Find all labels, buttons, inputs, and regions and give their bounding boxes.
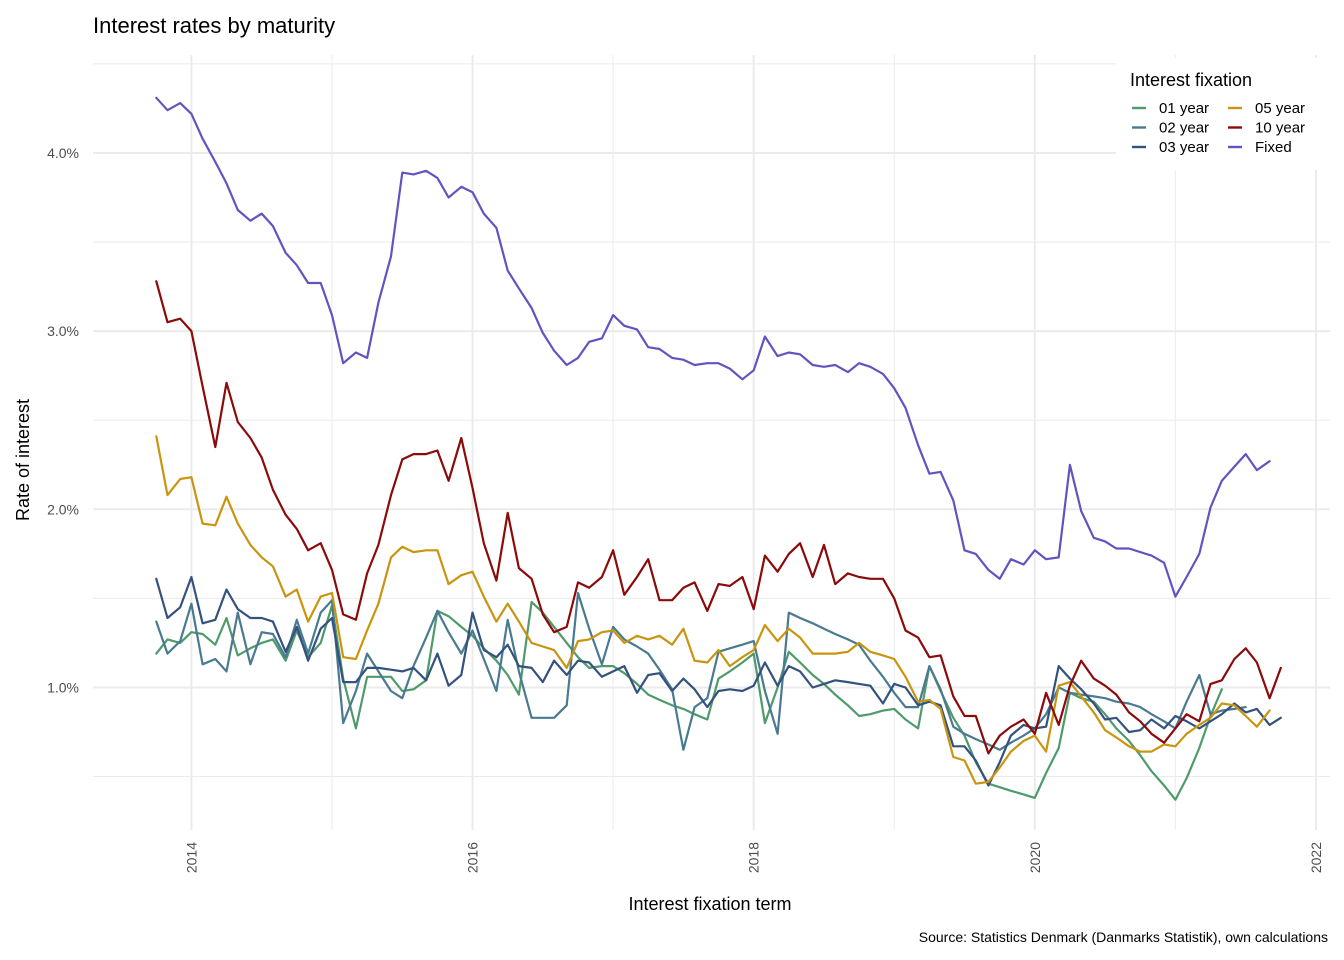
y-axis-title: Rate of interest: [13, 399, 33, 521]
legend-label: 03 year: [1159, 139, 1209, 156]
x-axis-title: Interest fixation term: [628, 894, 791, 914]
series-line-10-year: [155, 280, 1282, 755]
legend-label: 02 year: [1159, 120, 1209, 137]
gridlines: [93, 55, 1330, 830]
legend: Interest fixation 01 year 02 year 03 year 0…: [1130, 70, 1305, 156]
legend-background: [1116, 58, 1344, 170]
legend-label: 10 year: [1255, 120, 1305, 137]
series-line-fixed: [155, 96, 1271, 598]
x-tick-label: 2016: [465, 842, 481, 873]
y-tick-label: 1.0%: [47, 679, 79, 695]
legend-title: Interest fixation: [1130, 70, 1252, 90]
x-tick-label: 2018: [746, 842, 762, 873]
chart-title: Interest rates by maturity: [93, 13, 335, 38]
x-tick-label: 2014: [183, 842, 199, 873]
x-tick-label: 2020: [1027, 842, 1043, 873]
legend-label: 01 year: [1159, 100, 1209, 117]
axis-ticks: 2014 2016 2018 2020 2022 1.0% 2.0% 3.0% 4.0%: [47, 145, 1324, 873]
series-line-03-year: [155, 575, 1282, 787]
caption: Source: Statistics Denmark (Danmarks Sta…: [919, 929, 1328, 945]
y-tick-label: 2.0%: [47, 501, 79, 517]
series-lines: [155, 96, 1282, 801]
legend-label: 05 year: [1255, 100, 1305, 117]
series-line-05-year: [155, 435, 1271, 785]
y-tick-label: 3.0%: [47, 323, 79, 339]
series-line-02-year: [155, 591, 1247, 751]
y-tick-label: 4.0%: [47, 145, 79, 161]
x-tick-label: 2022: [1308, 842, 1324, 873]
legend-label: Fixed: [1255, 139, 1292, 156]
